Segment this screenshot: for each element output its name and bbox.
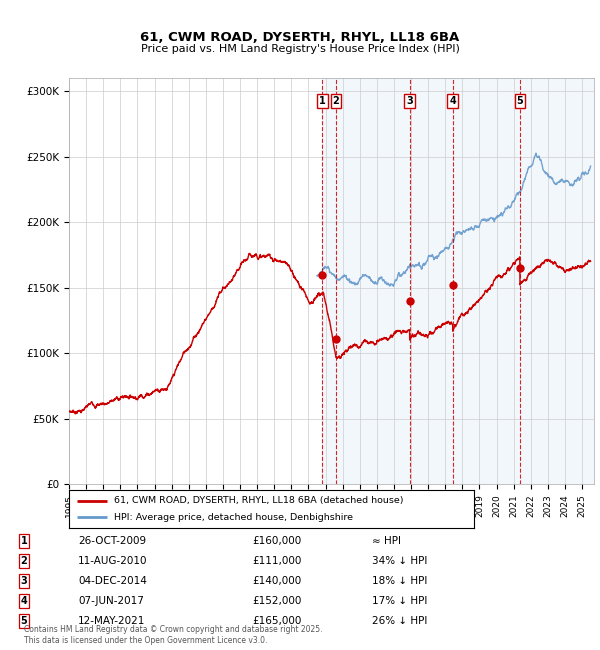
- Text: £160,000: £160,000: [252, 536, 301, 546]
- Text: HPI: Average price, detached house, Denbighshire: HPI: Average price, detached house, Denb…: [113, 513, 353, 522]
- Text: 3: 3: [20, 576, 28, 586]
- Text: 1: 1: [319, 96, 326, 107]
- Text: ≈ HPI: ≈ HPI: [372, 536, 401, 546]
- Text: 5: 5: [517, 96, 523, 107]
- Text: £111,000: £111,000: [252, 556, 301, 566]
- Bar: [322, 78, 600, 484]
- Text: £152,000: £152,000: [252, 596, 301, 606]
- Text: 04-DEC-2014: 04-DEC-2014: [78, 576, 147, 586]
- Text: 61, CWM ROAD, DYSERTH, RHYL, LL18 6BA: 61, CWM ROAD, DYSERTH, RHYL, LL18 6BA: [140, 31, 460, 44]
- Text: 4: 4: [449, 96, 456, 107]
- Text: 2: 2: [20, 556, 28, 566]
- Text: 3: 3: [406, 96, 413, 107]
- Text: 26-OCT-2009: 26-OCT-2009: [78, 536, 146, 546]
- Text: Contains HM Land Registry data © Crown copyright and database right 2025.
This d: Contains HM Land Registry data © Crown c…: [24, 625, 323, 645]
- Text: 4: 4: [20, 596, 28, 606]
- Text: Price paid vs. HM Land Registry's House Price Index (HPI): Price paid vs. HM Land Registry's House …: [140, 44, 460, 55]
- Text: £165,000: £165,000: [252, 616, 301, 627]
- Text: 34% ↓ HPI: 34% ↓ HPI: [372, 556, 427, 566]
- Text: 11-AUG-2010: 11-AUG-2010: [78, 556, 148, 566]
- Text: £140,000: £140,000: [252, 576, 301, 586]
- Text: 07-JUN-2017: 07-JUN-2017: [78, 596, 144, 606]
- Text: 5: 5: [20, 616, 28, 627]
- Text: 26% ↓ HPI: 26% ↓ HPI: [372, 616, 427, 627]
- Text: 61, CWM ROAD, DYSERTH, RHYL, LL18 6BA (detached house): 61, CWM ROAD, DYSERTH, RHYL, LL18 6BA (d…: [113, 496, 403, 505]
- Text: 18% ↓ HPI: 18% ↓ HPI: [372, 576, 427, 586]
- Text: 12-MAY-2021: 12-MAY-2021: [78, 616, 145, 627]
- Text: 17% ↓ HPI: 17% ↓ HPI: [372, 596, 427, 606]
- Text: 1: 1: [20, 536, 28, 546]
- Text: 2: 2: [333, 96, 340, 107]
